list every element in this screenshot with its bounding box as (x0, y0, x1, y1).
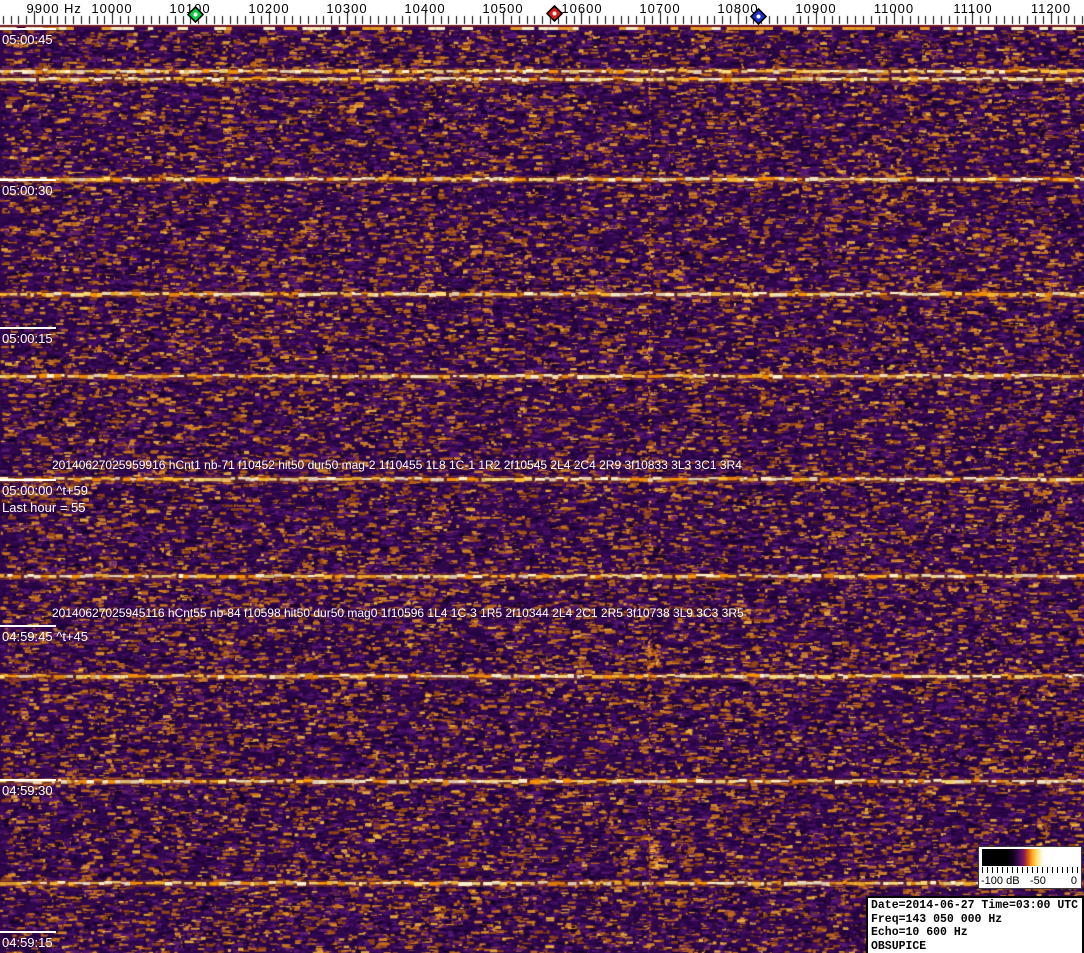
time-label: 05:00:15 (2, 331, 53, 346)
freq-marker-red-diamond[interactable] (545, 4, 564, 23)
time-label: 05:00:45 (2, 32, 53, 47)
time-label: 04:59:15 (2, 935, 53, 950)
freq-tick-label: 11100 (953, 1, 993, 16)
info-line: Date=2014-06-27 Time=03:00 UTC (871, 899, 1079, 912)
freq-tick-label: 10300 (326, 1, 368, 16)
observation-info-box: Date=2014-06-27 Time=03:00 UTC Freq=143 0… (866, 896, 1084, 953)
freq-tick-label: 10500 (482, 1, 524, 16)
time-label: 05:00:00 ^t+59 (2, 483, 88, 498)
db-color-scale: -100 dB -50 0 (978, 846, 1082, 889)
detection-annotation: 20140627025959916 hCnt1 nb-71 f10452 hit… (52, 458, 742, 472)
freq-tick-label: 11200 (1030, 1, 1072, 16)
color-scale-max-label: 0 (1070, 875, 1077, 887)
time-tick (0, 479, 56, 481)
freq-marker-blue-diamond[interactable] (749, 7, 768, 26)
color-gradient-bar (982, 849, 1078, 866)
freq-marker-green-diamond[interactable] (186, 5, 205, 24)
time-tick (0, 327, 56, 329)
color-scale-mid-label: -50 (1030, 875, 1046, 887)
color-scale-ticks (982, 867, 1078, 873)
time-label: 04:59:45 ^t+45 (2, 629, 88, 644)
freq-tick-label: 10600 (561, 1, 603, 16)
time-tick (0, 179, 56, 181)
info-line: Freq=143 050 000 Hz (871, 912, 1003, 926)
info-line: Echo=10 600 Hz (871, 926, 968, 939)
info-line: OBSUPICE (871, 939, 927, 953)
time-tick (0, 779, 56, 781)
freq-tick-label: 10200 (248, 1, 290, 16)
freq-tick-label: 10800 (717, 1, 759, 16)
time-tick (0, 625, 56, 627)
freq-tick-label: 10900 (795, 1, 837, 16)
time-tick (0, 931, 56, 933)
freq-tick-label: 10400 (404, 1, 446, 16)
freq-tick-label: 10000 (91, 1, 133, 16)
detection-annotation: 20140627025945116 hCnt55 nb-84 f10598 hi… (52, 606, 744, 620)
time-label: 04:59:30 (2, 783, 53, 798)
freq-tick-label: 11000 (873, 1, 915, 16)
freq-tick-label: 10700 (639, 1, 681, 16)
time-label: 05:00:30 (2, 183, 53, 198)
time-tick (0, 28, 56, 30)
time-label: Last hour = 55 (2, 500, 86, 515)
frequency-unit-label: Hz (64, 1, 82, 16)
color-scale-min-label: -100 dB (981, 875, 1020, 887)
freq-tick-label: 9900 (26, 1, 60, 16)
